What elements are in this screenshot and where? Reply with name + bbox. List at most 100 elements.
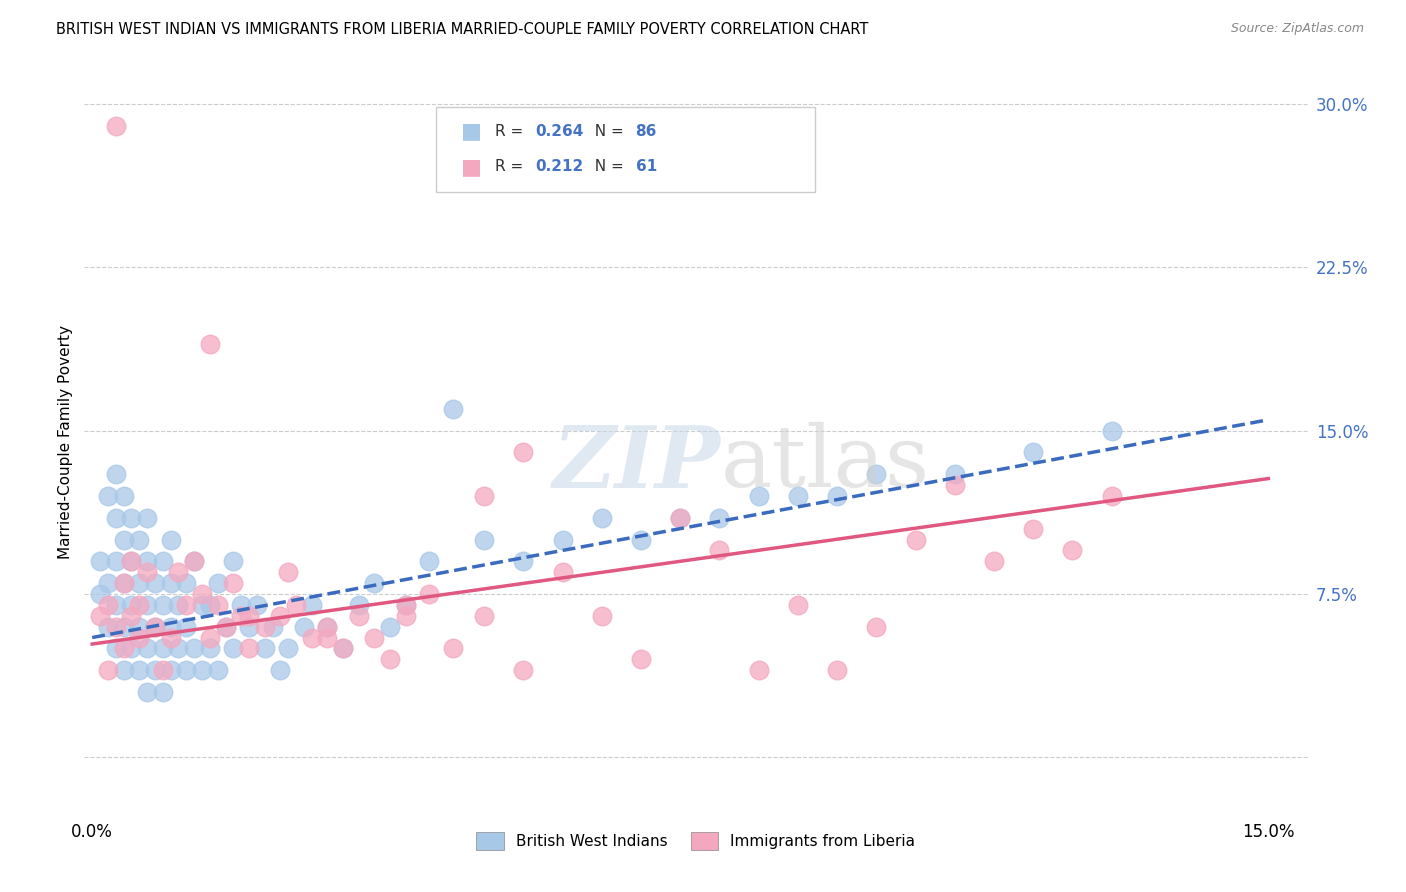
Point bbox=[825, 489, 848, 503]
Text: R =: R = bbox=[495, 124, 529, 138]
Point bbox=[472, 608, 495, 623]
Point bbox=[316, 619, 339, 633]
Point bbox=[104, 467, 127, 482]
Text: 0.264: 0.264 bbox=[536, 124, 583, 138]
Point bbox=[128, 576, 150, 591]
Point bbox=[269, 663, 291, 677]
Point bbox=[167, 598, 190, 612]
Point bbox=[174, 619, 197, 633]
Point bbox=[472, 533, 495, 547]
Point bbox=[748, 489, 770, 503]
Point bbox=[128, 631, 150, 645]
Point bbox=[262, 619, 284, 633]
Point bbox=[214, 619, 236, 633]
Point bbox=[441, 641, 464, 656]
Text: 61: 61 bbox=[636, 160, 657, 174]
Point bbox=[214, 619, 236, 633]
Point bbox=[174, 576, 197, 591]
Point bbox=[97, 576, 120, 591]
Point bbox=[292, 619, 315, 633]
Point bbox=[285, 598, 308, 612]
Point bbox=[363, 576, 385, 591]
Point bbox=[143, 619, 166, 633]
Point bbox=[395, 598, 418, 612]
Point bbox=[207, 663, 229, 677]
Point bbox=[143, 663, 166, 677]
Point bbox=[904, 533, 927, 547]
Point bbox=[152, 554, 174, 568]
Text: 86: 86 bbox=[636, 124, 657, 138]
Point bbox=[395, 598, 418, 612]
Point bbox=[277, 565, 299, 579]
Point bbox=[825, 663, 848, 677]
Point bbox=[347, 608, 370, 623]
Point bbox=[159, 663, 181, 677]
Point bbox=[120, 554, 142, 568]
Point bbox=[709, 510, 731, 524]
Point bbox=[418, 554, 440, 568]
Point bbox=[89, 587, 111, 601]
Point bbox=[238, 641, 260, 656]
Point bbox=[269, 608, 291, 623]
Point bbox=[159, 619, 181, 633]
Point bbox=[104, 598, 127, 612]
Text: R =: R = bbox=[495, 160, 529, 174]
Point bbox=[1062, 543, 1084, 558]
Point bbox=[112, 576, 135, 591]
Point bbox=[136, 565, 159, 579]
Point bbox=[222, 641, 245, 656]
Point bbox=[104, 119, 127, 133]
Point bbox=[1022, 522, 1045, 536]
Point bbox=[104, 510, 127, 524]
Point bbox=[865, 467, 887, 482]
Point bbox=[136, 554, 159, 568]
Point bbox=[191, 587, 214, 601]
Point bbox=[136, 510, 159, 524]
Point bbox=[669, 510, 692, 524]
Point bbox=[332, 641, 354, 656]
Point bbox=[128, 598, 150, 612]
Point bbox=[198, 598, 221, 612]
Point bbox=[120, 554, 142, 568]
Point bbox=[112, 663, 135, 677]
Point bbox=[363, 631, 385, 645]
Text: Source: ZipAtlas.com: Source: ZipAtlas.com bbox=[1230, 22, 1364, 36]
Legend: British West Indians, Immigrants from Liberia: British West Indians, Immigrants from Li… bbox=[471, 826, 921, 856]
Point bbox=[120, 598, 142, 612]
Point bbox=[183, 641, 205, 656]
Point bbox=[136, 685, 159, 699]
Point bbox=[174, 598, 197, 612]
Point bbox=[231, 608, 253, 623]
Text: ■: ■ bbox=[461, 121, 482, 141]
Point bbox=[97, 489, 120, 503]
Point bbox=[152, 598, 174, 612]
Point bbox=[152, 685, 174, 699]
Point bbox=[238, 619, 260, 633]
Point bbox=[207, 598, 229, 612]
Point bbox=[97, 598, 120, 612]
Point bbox=[112, 576, 135, 591]
Point bbox=[865, 619, 887, 633]
Point bbox=[222, 554, 245, 568]
Point bbox=[1101, 424, 1123, 438]
Point bbox=[198, 336, 221, 351]
Point bbox=[167, 641, 190, 656]
Text: BRITISH WEST INDIAN VS IMMIGRANTS FROM LIBERIA MARRIED-COUPLE FAMILY POVERTY COR: BRITISH WEST INDIAN VS IMMIGRANTS FROM L… bbox=[56, 22, 869, 37]
Point bbox=[380, 652, 402, 666]
Point bbox=[316, 619, 339, 633]
Point bbox=[183, 554, 205, 568]
Point bbox=[112, 489, 135, 503]
Point bbox=[253, 641, 276, 656]
Text: N =: N = bbox=[585, 160, 628, 174]
Point bbox=[159, 631, 181, 645]
Point bbox=[512, 445, 534, 459]
Point bbox=[112, 641, 135, 656]
Point bbox=[512, 663, 534, 677]
Point bbox=[395, 608, 418, 623]
Point bbox=[104, 619, 127, 633]
Point bbox=[198, 641, 221, 656]
Text: ■: ■ bbox=[461, 157, 482, 177]
Point bbox=[347, 598, 370, 612]
Text: 0.212: 0.212 bbox=[536, 160, 583, 174]
Point bbox=[441, 401, 464, 416]
